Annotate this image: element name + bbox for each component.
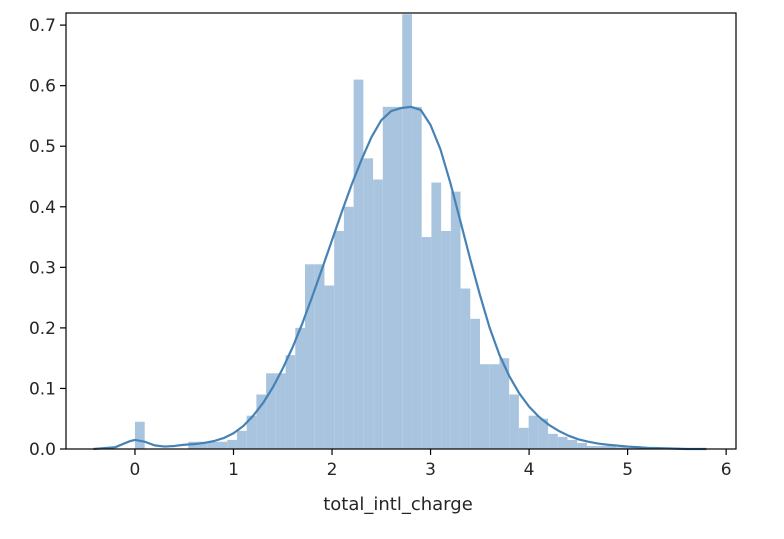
x-tick-label: 3 bbox=[425, 460, 436, 480]
histogram-bar bbox=[334, 231, 344, 449]
histogram-bar bbox=[450, 191, 461, 449]
x-tick-label: 1 bbox=[228, 460, 239, 480]
histogram-bar bbox=[353, 79, 364, 450]
axes-frame bbox=[65, 12, 737, 450]
x-tick-label: 0 bbox=[130, 460, 141, 480]
histogram-bar bbox=[275, 373, 286, 449]
histogram-bar bbox=[402, 14, 412, 450]
histogram-bar bbox=[256, 394, 267, 449]
histogram-bar bbox=[227, 439, 237, 449]
histogram-bar bbox=[266, 373, 276, 449]
histogram-bar bbox=[363, 158, 374, 449]
histogram-bar bbox=[373, 179, 383, 449]
histogram-bar bbox=[480, 364, 490, 449]
y-tick-label: 0.0 bbox=[29, 440, 56, 460]
x-axis: 0 1 2 3 4 5 6 bbox=[130, 449, 732, 480]
x-tick-label: 5 bbox=[622, 460, 633, 480]
histogram-bar bbox=[499, 358, 510, 449]
x-tick-label: 6 bbox=[721, 460, 732, 480]
histogram-bar bbox=[625, 447, 636, 449]
histogram-bar bbox=[548, 433, 558, 449]
histogram-bar bbox=[236, 430, 247, 449]
histogram-bar bbox=[207, 441, 218, 449]
y-tick-label: 0.6 bbox=[29, 77, 56, 97]
histogram-bar bbox=[596, 445, 607, 449]
y-tick-label: 0.3 bbox=[29, 258, 56, 278]
y-tick-label: 0.5 bbox=[29, 137, 56, 157]
histogram-bars bbox=[134, 14, 665, 450]
histogram-bar bbox=[470, 318, 481, 449]
histogram-bar bbox=[460, 288, 471, 449]
histogram-bar bbox=[489, 364, 500, 449]
histogram-bar bbox=[528, 415, 539, 449]
histogram-bar bbox=[324, 285, 335, 449]
histogram-bar bbox=[441, 231, 451, 449]
y-tick-label: 0.1 bbox=[29, 379, 56, 399]
histogram-bar bbox=[198, 441, 208, 449]
histogram-bar bbox=[509, 394, 519, 449]
y-tick-label: 0.2 bbox=[29, 319, 56, 339]
histogram-bar bbox=[606, 445, 617, 449]
histogram-bar bbox=[586, 445, 597, 449]
y-axis: 0.0 0.1 0.2 0.3 0.4 0.5 0.6 0.7 bbox=[29, 16, 66, 460]
histogram-bar bbox=[217, 441, 228, 449]
histogram-bar bbox=[567, 439, 578, 449]
y-tick-label: 0.7 bbox=[29, 16, 56, 36]
histogram-bar bbox=[577, 442, 587, 449]
histogram-bar bbox=[431, 182, 442, 449]
x-axis-label: total_intl_charge bbox=[323, 494, 473, 515]
histogram-bar bbox=[295, 327, 306, 449]
kde-curve bbox=[93, 105, 707, 451]
histogram-bar bbox=[392, 106, 403, 450]
histogram-bar bbox=[382, 106, 393, 450]
histogram-bar bbox=[134, 421, 145, 449]
histogram-bar bbox=[518, 427, 529, 449]
histogram-bar bbox=[188, 441, 199, 449]
x-tick-label: 4 bbox=[524, 460, 535, 480]
histogram-bar bbox=[411, 106, 422, 450]
histogram-bar bbox=[343, 206, 354, 449]
histogram-bar bbox=[421, 237, 432, 449]
histogram-bar bbox=[616, 447, 626, 449]
x-tick-label: 2 bbox=[327, 460, 338, 480]
histogram-bar bbox=[314, 264, 325, 449]
y-tick-label: 0.4 bbox=[29, 198, 56, 218]
histogram-bar bbox=[305, 264, 315, 449]
histogram-bar bbox=[285, 355, 296, 449]
histogram-bar bbox=[246, 415, 257, 449]
histogram-bar bbox=[557, 436, 568, 449]
histogram-bar bbox=[538, 418, 549, 449]
